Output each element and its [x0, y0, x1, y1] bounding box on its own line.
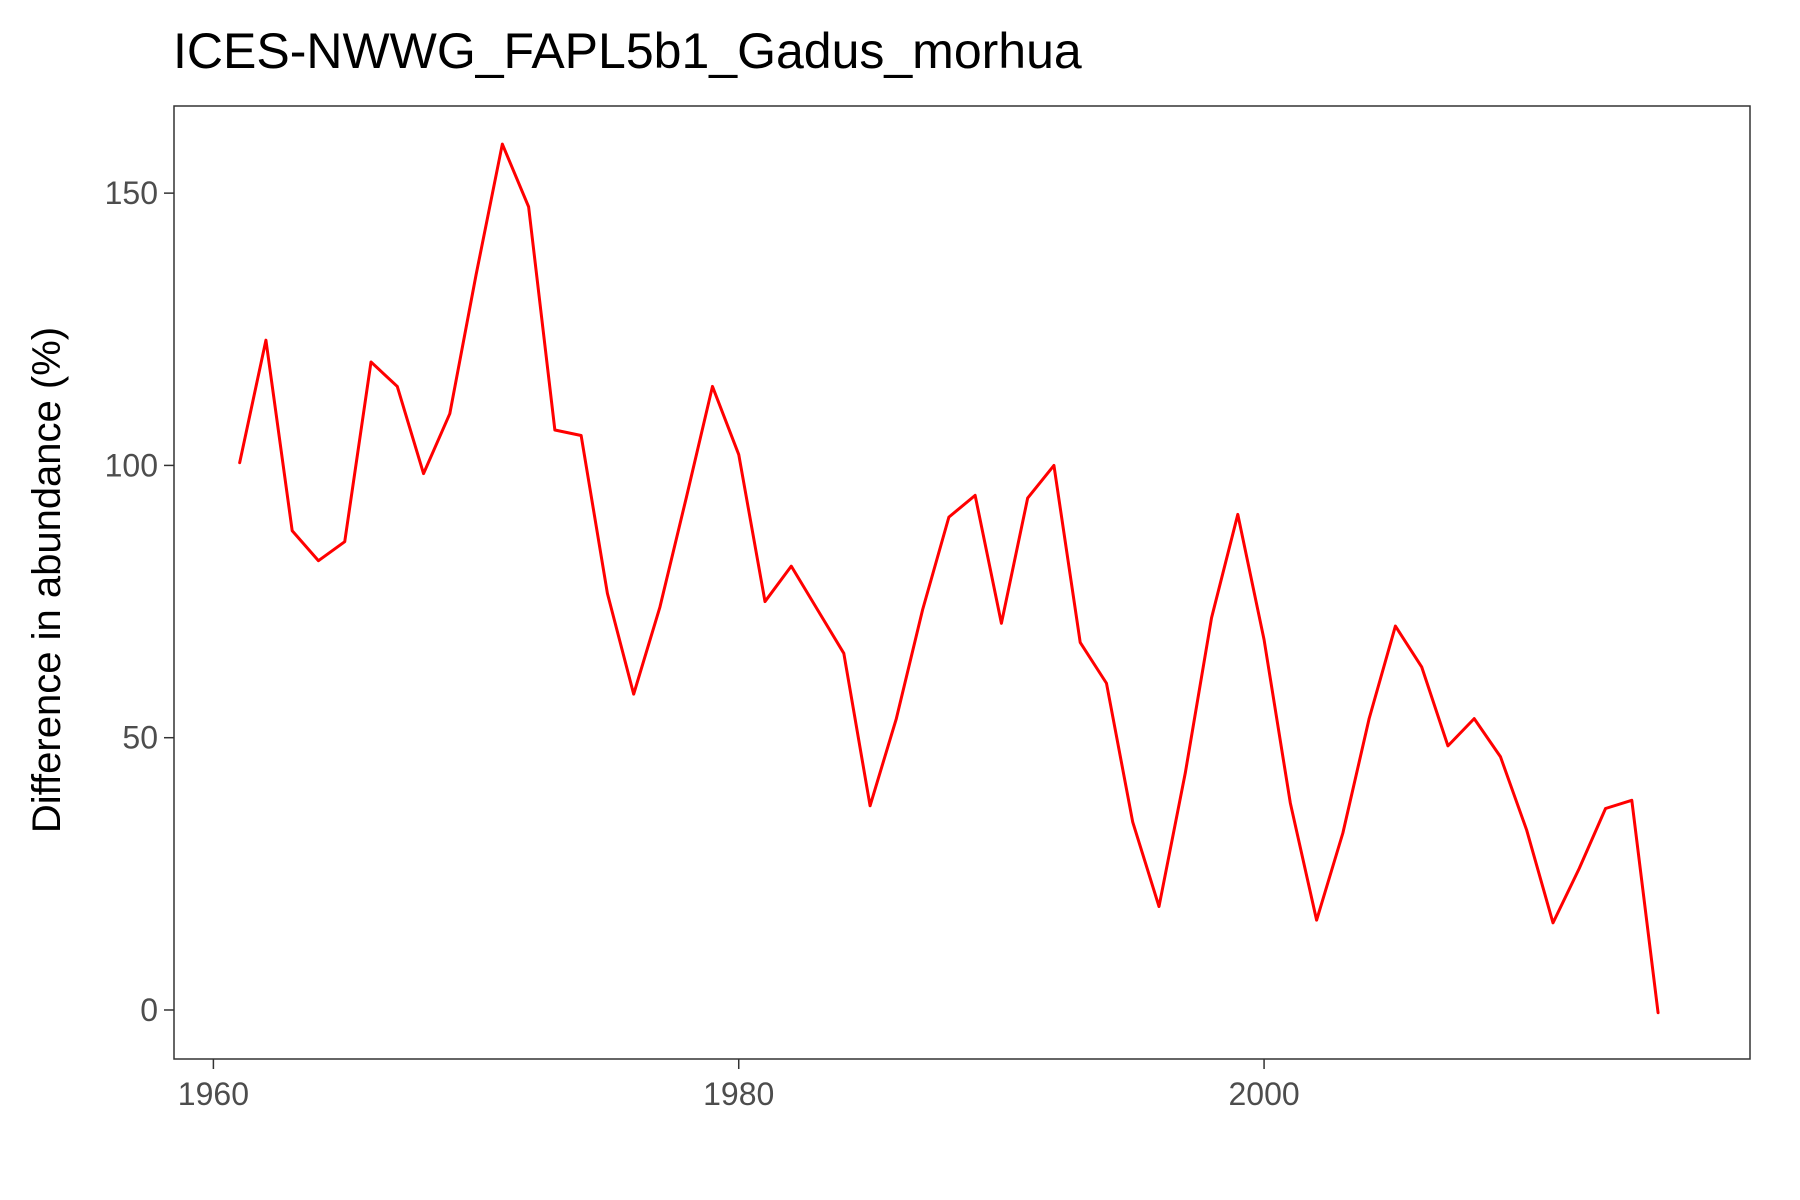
data-point	[1289, 801, 1292, 805]
data-point	[1578, 867, 1581, 870]
data-point	[1210, 616, 1213, 620]
y-tick-label: 150	[105, 175, 158, 211]
data-point	[790, 564, 793, 568]
data-point	[685, 496, 688, 500]
data-point	[396, 385, 399, 388]
data-point	[1499, 755, 1502, 758]
chart-title: ICES-NWWG_FAPL5b1_Gadus_morhua	[173, 23, 1082, 79]
data-point	[1000, 622, 1003, 625]
data-point	[1420, 665, 1423, 669]
data-point	[553, 428, 557, 432]
data-point	[1052, 464, 1056, 467]
data-point	[1551, 921, 1555, 925]
data-point	[711, 385, 714, 388]
data-point	[1131, 820, 1134, 824]
plot-panel	[173, 105, 1751, 1060]
data-point	[606, 592, 609, 595]
x-tick-label: 1960	[178, 1076, 249, 1112]
data-point	[579, 434, 583, 437]
series-layer	[238, 142, 1660, 1015]
y-tick-label: 0	[140, 992, 158, 1028]
y-tick-label: 50	[122, 720, 158, 756]
data-point	[474, 273, 478, 277]
data-point	[1315, 918, 1318, 922]
y-tick-label: 100	[105, 447, 158, 483]
data-point	[1341, 831, 1345, 835]
data-point	[422, 472, 425, 475]
data-point	[737, 453, 740, 456]
data-point	[1394, 624, 1397, 628]
data-point	[1105, 682, 1108, 685]
data-point	[1630, 799, 1634, 802]
data-point	[264, 338, 268, 342]
data-point	[1604, 807, 1607, 810]
x-tick-label: 1980	[703, 1076, 774, 1112]
data-point	[658, 605, 662, 609]
data-point	[1026, 496, 1029, 500]
data-point	[527, 205, 530, 208]
x-axis: 1960 1980 2000	[178, 1059, 1300, 1112]
data-point	[238, 461, 241, 464]
x-tick-label: 2000	[1228, 1076, 1299, 1112]
data-point	[632, 692, 635, 696]
data-point	[1262, 638, 1266, 641]
data-point	[501, 142, 504, 146]
data-point	[1184, 771, 1187, 775]
data-point	[842, 652, 845, 655]
data-point	[1079, 641, 1082, 644]
data-point	[1157, 905, 1161, 908]
data-point	[291, 529, 294, 532]
data-point	[895, 717, 898, 720]
data-point	[1236, 513, 1240, 516]
data-point	[868, 804, 872, 807]
data-point	[343, 540, 346, 543]
y-axis: 0 50 100 150	[105, 175, 174, 1028]
data-point	[317, 559, 320, 562]
data-point	[1473, 717, 1476, 720]
data-point	[1525, 829, 1528, 832]
data-point	[921, 608, 924, 611]
data-point	[1446, 744, 1450, 748]
data-point	[369, 360, 373, 364]
data-point	[448, 412, 451, 415]
data-point	[763, 600, 767, 603]
data-point	[973, 494, 977, 497]
data-point	[1656, 1011, 1660, 1014]
data-point	[816, 608, 819, 611]
data-point	[947, 515, 951, 519]
data-point	[1367, 717, 1371, 720]
y-axis-label: Difference in abundance (%)	[25, 327, 69, 833]
